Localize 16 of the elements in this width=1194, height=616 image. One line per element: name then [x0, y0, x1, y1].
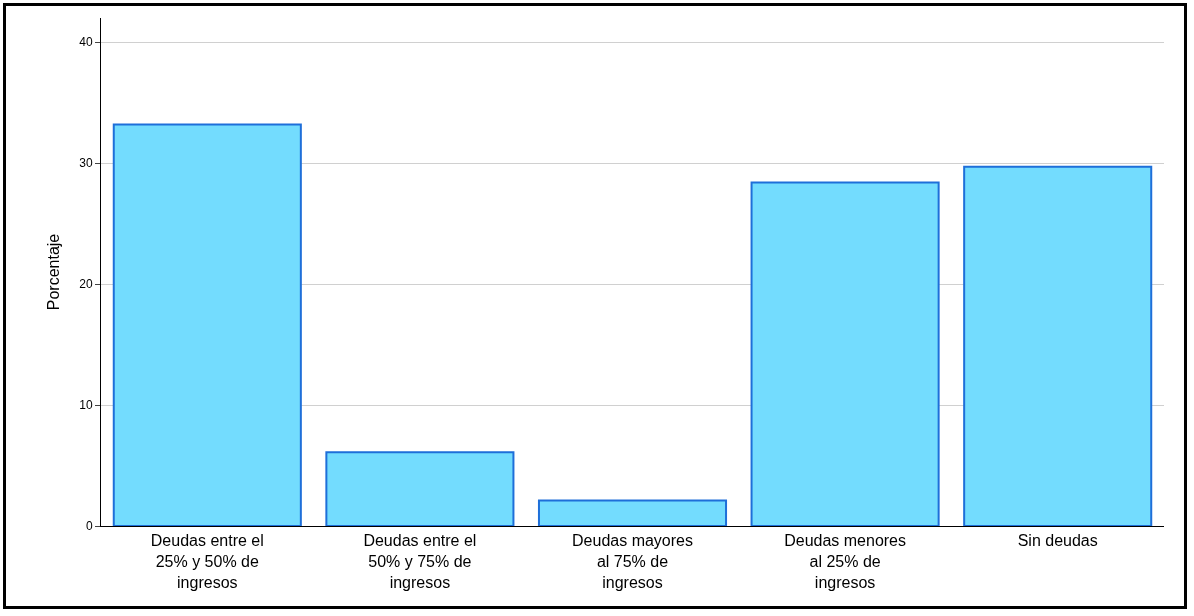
y-axis-title: Porcentaje	[45, 233, 62, 311]
bar	[112, 123, 302, 526]
x-tick-label: Deudas entre el 25% y 50% de ingresos	[150, 532, 264, 591]
bar	[963, 165, 1153, 526]
bar	[537, 499, 728, 526]
y-tick-label: 10	[79, 398, 93, 413]
x-tick-label: Deudas menores al 25% de ingresos	[784, 532, 907, 591]
x-tick-label: Deudas mayores al 75% de ingresos	[572, 532, 693, 591]
x-tick-label: Deudas entre el 50% y 75% de ingresos	[363, 532, 477, 591]
x-tick-label: Sin deudas	[1017, 532, 1098, 550]
bar	[325, 451, 515, 526]
bar	[750, 181, 940, 526]
y-tick-label: 20	[79, 277, 93, 292]
y-tick-label: 40	[79, 35, 93, 50]
y-tick-label: 30	[79, 156, 93, 171]
y-tick-label: 0	[85, 519, 93, 534]
